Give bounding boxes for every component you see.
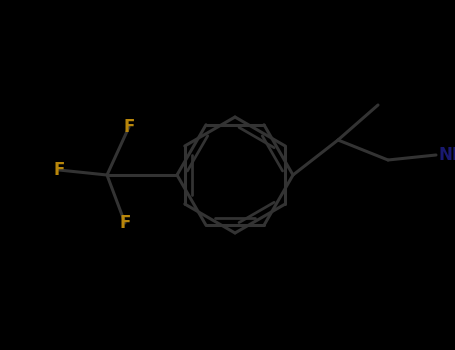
Text: F: F bbox=[119, 214, 131, 232]
Text: F: F bbox=[53, 161, 65, 179]
Text: F: F bbox=[123, 118, 135, 136]
Text: NH₂: NH₂ bbox=[438, 146, 455, 164]
